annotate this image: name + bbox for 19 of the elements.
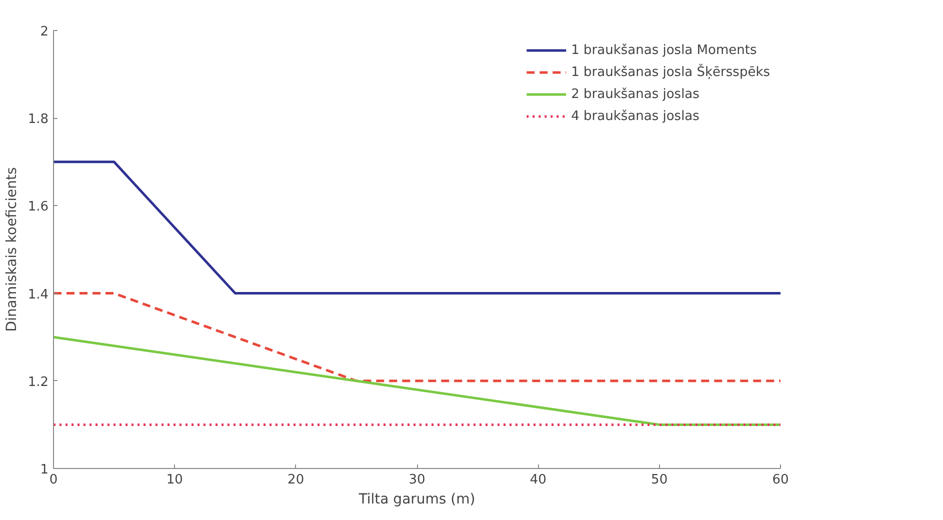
y-tick-label: 1.8	[28, 112, 49, 128]
x-tick-label: 0	[49, 472, 58, 488]
x-tick-label: 20	[288, 472, 304, 488]
x-axis-title: Tilta garums (m)	[358, 492, 476, 508]
legend-label: 1 braukšanas josla Moments	[571, 42, 757, 58]
legend-label: 1 braukšanas josla Šķērsspēks	[571, 64, 770, 80]
y-axis-title: Dinamiskais koeficients	[4, 167, 20, 332]
y-tick-label: 1.2	[28, 374, 49, 390]
x-tick-label: 50	[651, 472, 668, 488]
x-tick-label: 30	[408, 472, 426, 488]
legend-label: 2 braukšanas joslas	[571, 86, 700, 102]
y-tick-label: 1.6	[28, 200, 49, 215]
x-tick-label: 10	[166, 472, 183, 488]
x-tick-label: 60	[772, 472, 789, 488]
legend-label: 4 braukšanas joslas	[571, 108, 700, 124]
y-tick-label: 1	[40, 462, 49, 478]
x-tick-label: 40	[530, 472, 546, 488]
y-tick-label: 2	[40, 24, 49, 40]
y-tick-label: 1.4	[28, 287, 49, 302]
